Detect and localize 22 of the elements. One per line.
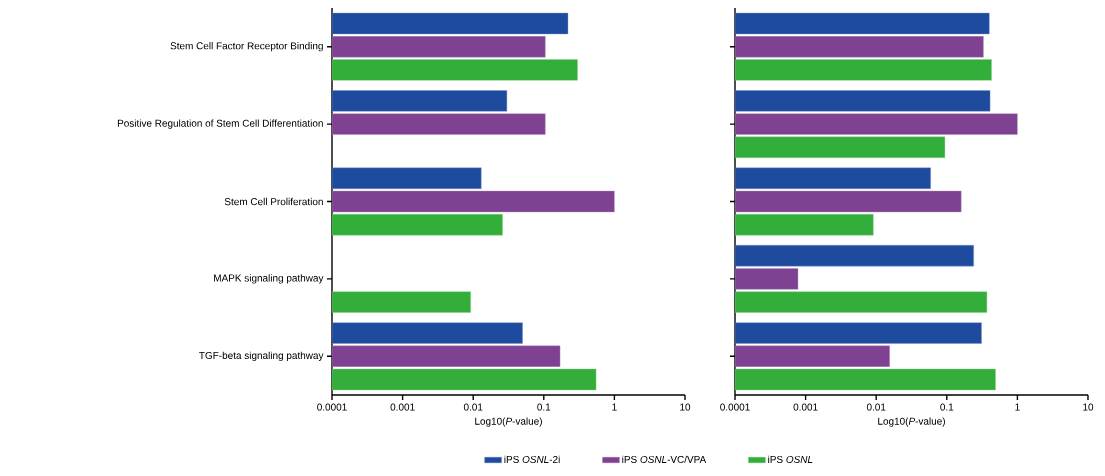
x-tick-label: 0.01 <box>866 403 886 411</box>
x-tick-label: 0.1 <box>940 403 954 411</box>
y-tick-label: TGF-beta signaling pathway <box>199 351 324 361</box>
legend-label: iPS OSNL-2i <box>504 455 560 463</box>
x-tick-label: 0.001 <box>793 403 818 411</box>
x-tick-label: 10 <box>680 403 691 411</box>
y-tick-label: Stem Cell Proliferation <box>224 197 323 206</box>
x-tick-label: 0.001 <box>390 403 415 411</box>
x-tick-label: 0.0001 <box>720 403 750 411</box>
x-tick-label: 1 <box>612 403 617 411</box>
legend-label: iPS OSNL-VC/VPA <box>622 455 707 463</box>
y-tick-label: Positive Regulation of Stem Cell Differentiation <box>117 119 323 129</box>
y-tick-label: Stem Cell Factor Receptor Binding <box>170 42 323 52</box>
x-tick-label: 0.1 <box>537 403 551 411</box>
x-axis-title: Log10(P-value) <box>878 417 945 427</box>
x-tick-label: 1 <box>1015 403 1020 411</box>
legend-label: iPS OSNL <box>768 455 813 463</box>
y-tick-label: MAPK signaling pathway <box>214 274 324 284</box>
x-tick-label: 0.0001 <box>317 403 347 411</box>
x-tick-label: 10 <box>1083 403 1094 411</box>
x-tick-label: 0.01 <box>463 403 483 411</box>
x-axis-title: Log10(P-value) <box>475 417 542 427</box>
